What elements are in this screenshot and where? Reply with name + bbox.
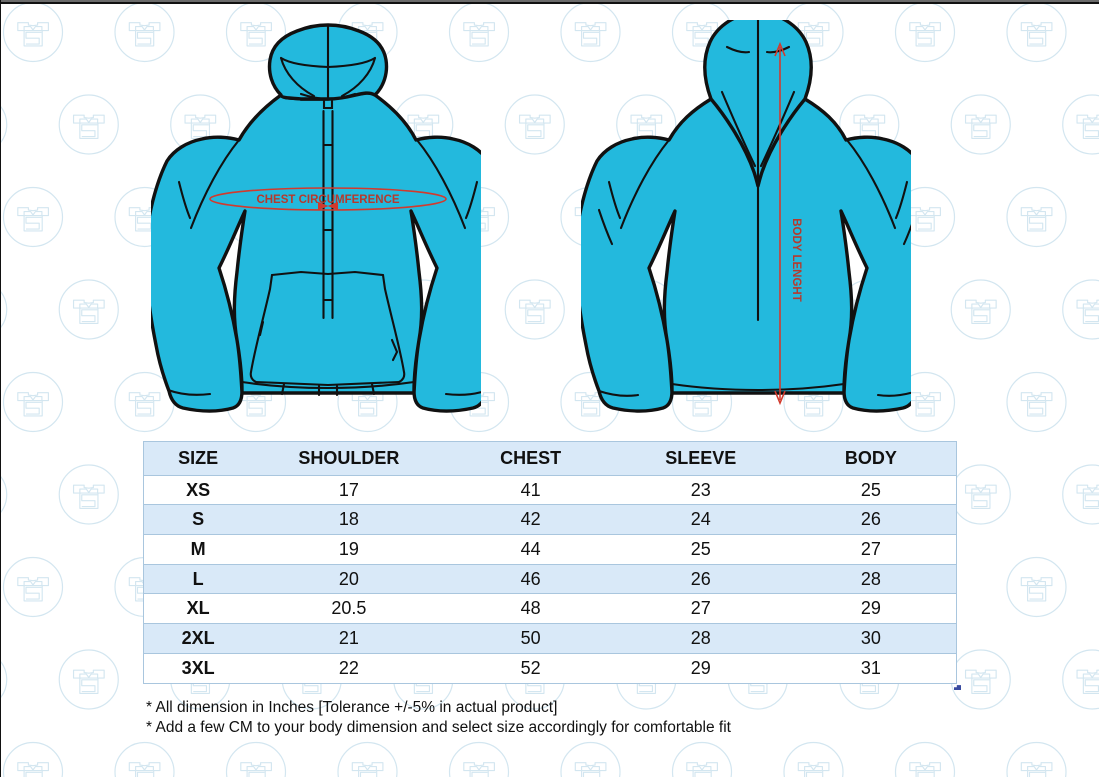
svg-text:BODY LENGHT: BODY LENGHT — [790, 218, 802, 302]
svg-text:CHEST CIRCUMFERENCE: CHEST CIRCUMFERENCE — [256, 194, 399, 206]
